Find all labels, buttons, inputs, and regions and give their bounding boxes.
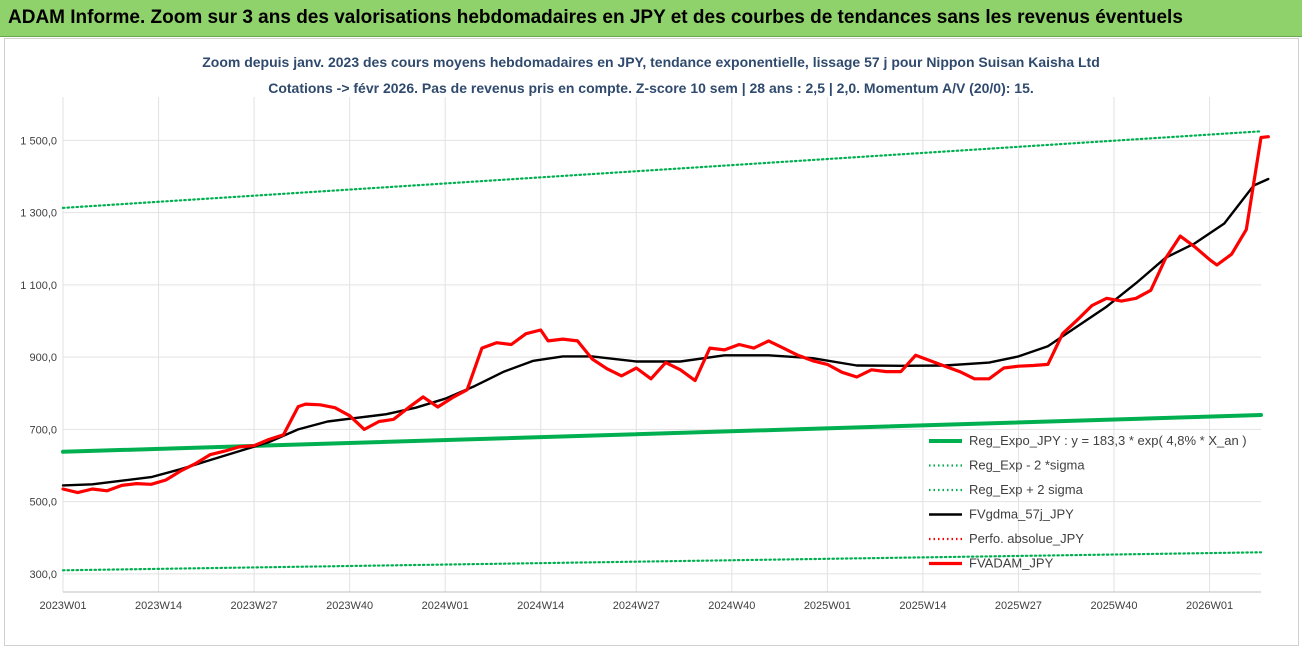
x-axis-ticks: 2023W01 2023W14 2023W27 2023W40 2024W01 2024W… [39,600,1233,612]
chart-plot: Zoom depuis janv. 2023 des cours moyens … [20,54,1270,612]
series-line-3 [61,177,1270,487]
series-lines [61,130,1270,572]
legend-label: Reg_Exp + 2 sigma [969,482,1084,497]
x-tick-label: 2023W40 [326,600,373,612]
chart-title-line1: Zoom depuis janv. 2023 des cours moyens … [202,54,1100,70]
x-tick-label: 2024W27 [613,600,660,612]
x-tick-label: 2023W14 [135,600,182,612]
x-tick-label: 2026W01 [1186,600,1233,612]
series-line-0 [61,413,1263,454]
x-tick-label: 2025W01 [804,600,851,612]
legend-label: FVADAM_JPY [969,556,1054,571]
x-tick-label: 2024W01 [422,600,469,612]
series-line-1 [61,551,1263,572]
y-tick-label: 1 300,0 [20,208,57,220]
x-tick-label: 2023W01 [39,600,86,612]
grid-lines [62,97,1261,593]
y-tick-label: 500,0 [29,497,57,509]
series-line-5 [61,135,1270,495]
chart-title-line2: Cotations -> févr 2026. Pas de revenus p… [268,80,1034,96]
x-tick-label: 2024W14 [517,600,564,612]
banner-title: ADAM Informe. Zoom sur 3 ans des valoris… [8,7,1183,28]
y-tick-label: 700,0 [29,424,57,436]
legend-label: FVgdma_57j_JPY [969,507,1074,522]
x-tick-label: 2025W40 [1090,600,1137,612]
report-banner: ADAM Informe. Zoom sur 3 ans des valoris… [0,0,1302,37]
x-tick-label: 2023W27 [231,600,278,612]
legend-label: Perfo. absolue_JPY [969,531,1084,546]
y-tick-label: 900,0 [29,352,57,364]
chart-container: Zoom depuis janv. 2023 des cours moyens … [4,38,1299,646]
y-axis-ticks: 300,0 500,0 700,0 900,0 1 100,0 1 300,0 1 500,… [20,135,57,581]
legend: Reg_Expo_JPY : y = 183,3 * exp( 4,8% * X… [929,433,1247,571]
y-tick-label: 1 500,0 [20,135,57,147]
x-tick-label: 2024W40 [708,600,755,612]
y-tick-label: 1 100,0 [20,280,57,292]
y-tick-label: 300,0 [29,569,57,581]
series-line-2 [61,130,1263,209]
x-tick-label: 2025W27 [995,600,1042,612]
legend-label: Reg_Exp - 2 *sigma [969,458,1085,473]
legend-label: Reg_Expo_JPY : y = 183,3 * exp( 4,8% * X… [969,433,1247,448]
x-tick-label: 2025W14 [899,600,946,612]
